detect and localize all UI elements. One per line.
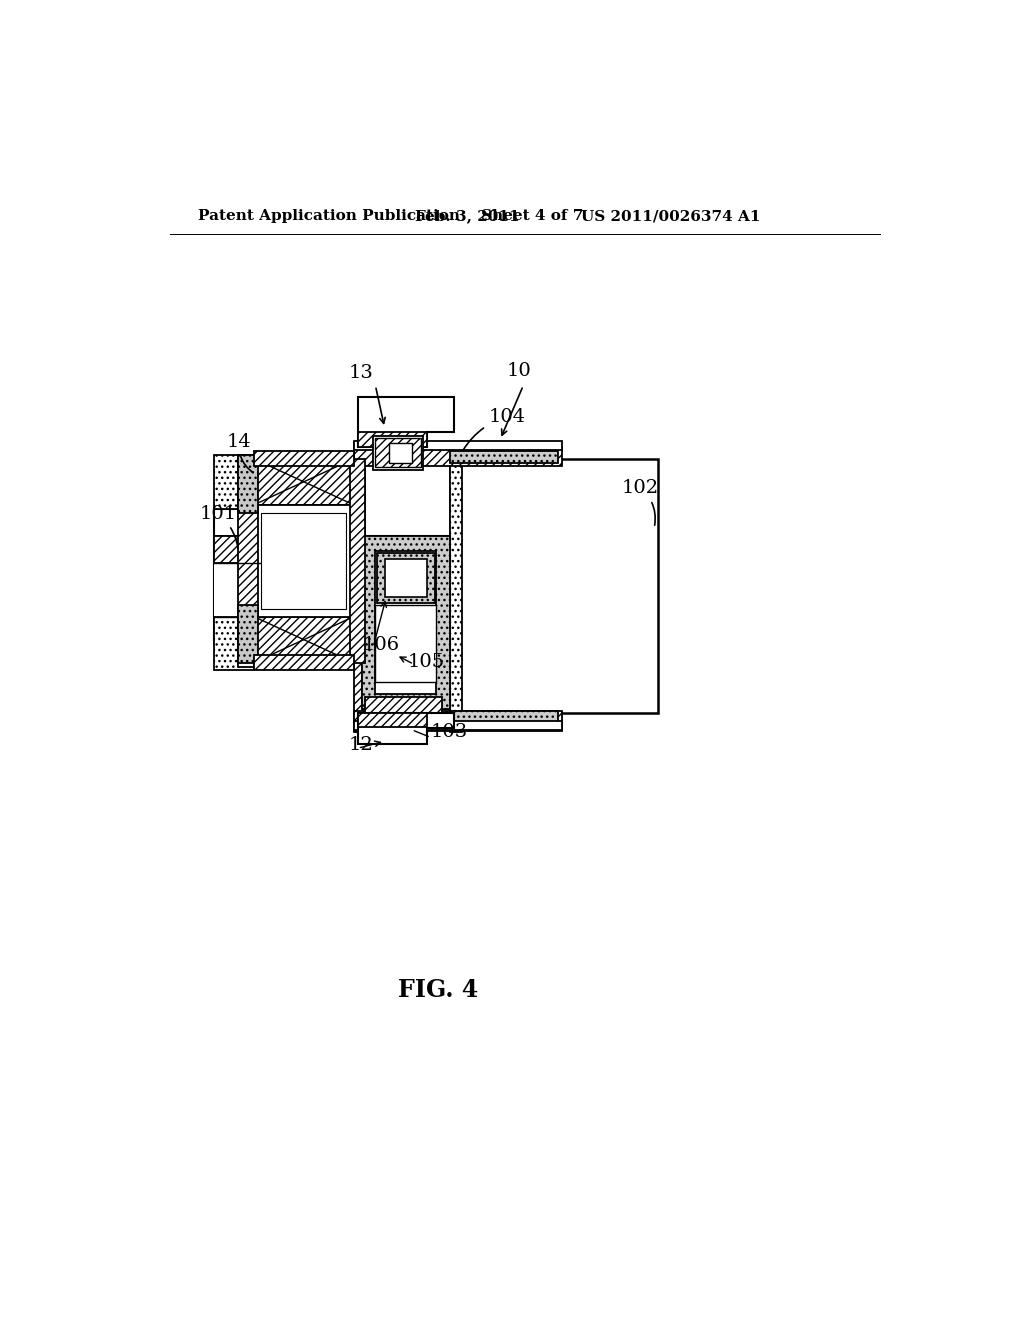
Bar [254, 506, 354, 616]
Bar [214, 616, 264, 644]
Text: 103: 103 [431, 723, 468, 742]
Bar [451, 444, 462, 733]
Bar [377, 553, 435, 603]
Bar [373, 436, 423, 470]
Polygon shape [214, 455, 254, 508]
Bar [376, 605, 436, 682]
Polygon shape [214, 616, 254, 671]
Polygon shape [357, 713, 454, 743]
Bar [354, 441, 562, 450]
Text: 105: 105 [408, 652, 444, 671]
Text: 10: 10 [507, 362, 531, 380]
Polygon shape [357, 397, 454, 447]
Bar [451, 459, 658, 713]
Bar [376, 552, 436, 693]
Bar [239, 506, 258, 616]
Polygon shape [357, 432, 427, 447]
Bar [366, 697, 442, 713]
Bar [214, 536, 264, 562]
Bar [239, 455, 258, 512]
Bar [451, 451, 558, 462]
Text: Patent Application Publication: Patent Application Publication [198, 209, 460, 223]
Text: 104: 104 [463, 408, 525, 450]
Polygon shape [254, 616, 354, 663]
Text: US 2011/0026374 A1: US 2011/0026374 A1 [581, 209, 761, 223]
Bar [214, 562, 264, 616]
Bar [376, 438, 421, 467]
Text: 102: 102 [622, 479, 659, 525]
Bar [361, 536, 451, 709]
Bar [254, 655, 354, 671]
Text: FIG. 4: FIG. 4 [398, 978, 478, 1002]
Bar [385, 558, 427, 597]
Text: 12: 12 [348, 735, 373, 754]
Bar [354, 447, 562, 466]
Polygon shape [254, 459, 354, 506]
Text: 13: 13 [349, 364, 374, 381]
Bar [451, 711, 558, 723]
Text: 106: 106 [364, 636, 400, 653]
Bar [354, 711, 562, 730]
Bar [361, 536, 451, 709]
Bar [350, 459, 366, 663]
Bar [388, 444, 412, 462]
Bar [214, 536, 264, 644]
Bar [254, 451, 354, 466]
Bar [239, 605, 258, 663]
Bar [261, 512, 346, 609]
Bar [354, 444, 366, 733]
Text: Sheet 4 of 7: Sheet 4 of 7 [481, 209, 584, 223]
Polygon shape [357, 713, 427, 726]
Text: Feb. 3, 2011: Feb. 3, 2011 [416, 209, 520, 223]
Text: 14: 14 [226, 433, 253, 473]
Polygon shape [214, 455, 354, 667]
Bar [354, 721, 562, 730]
Text: 101: 101 [200, 504, 238, 548]
